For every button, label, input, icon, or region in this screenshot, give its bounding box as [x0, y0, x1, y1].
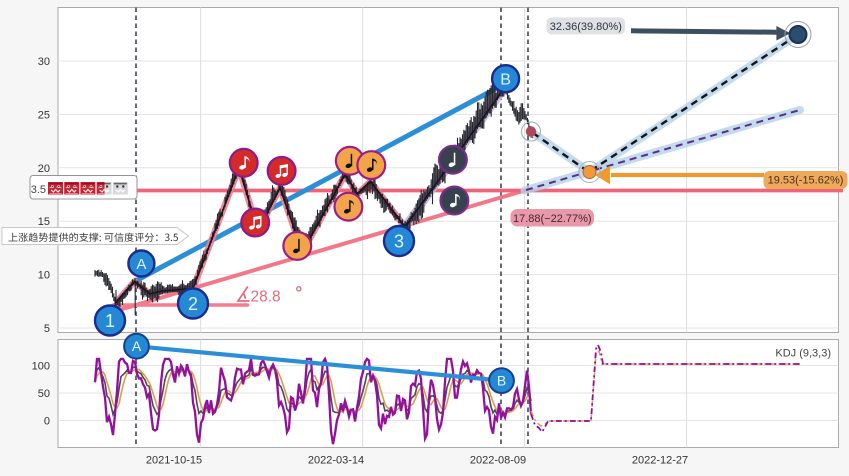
svg-text:10: 10 [38, 270, 50, 282]
svg-text:5: 5 [44, 323, 50, 335]
svg-text:2022-08-09: 2022-08-09 [470, 455, 526, 467]
svg-text:2: 2 [188, 294, 198, 314]
svg-text:19.53(-15.62%): 19.53(-15.62%) [768, 175, 844, 187]
svg-text:15: 15 [38, 216, 50, 228]
svg-text:KDJ (9,3,3): KDJ (9,3,3) [775, 348, 831, 360]
svg-text:A: A [132, 338, 142, 354]
svg-text:2021-10-15: 2021-10-15 [146, 455, 202, 467]
svg-text:20: 20 [38, 163, 50, 175]
svg-text:2022-03-14: 2022-03-14 [308, 455, 364, 467]
svg-text:3: 3 [394, 231, 404, 251]
svg-text:B: B [497, 373, 506, 389]
svg-text:A: A [136, 256, 146, 273]
svg-text:100: 100 [32, 361, 50, 373]
svg-text:0: 0 [44, 416, 50, 428]
svg-text:32.36(39.80%): 32.36(39.80%) [550, 21, 622, 33]
svg-text:25: 25 [38, 109, 50, 121]
svg-text:1: 1 [105, 311, 115, 331]
svg-text:2022-12-27: 2022-12-27 [632, 455, 688, 467]
svg-text:30: 30 [38, 56, 50, 68]
svg-text:28.8: 28.8 [251, 289, 281, 306]
svg-text:17.88(−22.77%): 17.88(−22.77%) [513, 213, 592, 225]
svg-text:B: B [500, 71, 511, 88]
svg-text:50: 50 [38, 388, 50, 400]
svg-text:3.5: 3.5 [31, 184, 46, 196]
